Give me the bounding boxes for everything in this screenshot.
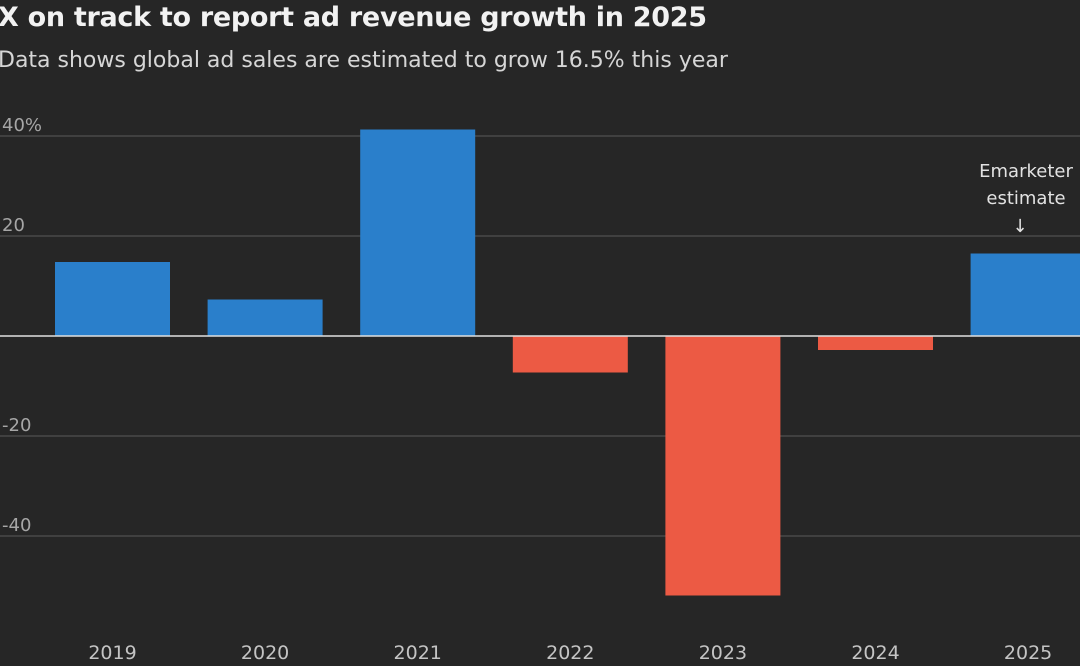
bar-2025 [970, 253, 1080, 336]
y-tick-label: -40 [2, 515, 31, 536]
y-tick-label: -20 [2, 415, 31, 436]
bar-2022 [512, 336, 628, 373]
y-tick-label: 40% [2, 115, 42, 136]
bar-2021 [360, 129, 476, 336]
annotation: Emarketer estimate ↓ [979, 161, 1073, 237]
x-tick-label-2019: 2019 [88, 642, 136, 664]
x-tick-label-2024: 2024 [851, 642, 899, 664]
bar-2023 [665, 336, 781, 596]
x-tick-label-2020: 2020 [241, 642, 289, 664]
chart-title: X on track to report ad revenue growth i… [0, 2, 707, 33]
bars [55, 129, 1080, 596]
x-tick-label-2025: 2025 [1004, 642, 1052, 664]
chart-subtitle: Data shows global ad sales are estimated… [0, 48, 728, 73]
annotation-line1: Emarketer [979, 161, 1073, 182]
x-tick-label-2022: 2022 [546, 642, 594, 664]
x-tick-label-2023: 2023 [699, 642, 747, 664]
bar-2019 [55, 262, 170, 336]
axes: 40% 20 -20 -40 2019 2020 2021 2022 2023 2024 2025 [0, 115, 1080, 664]
annotation-arrow-icon: ↓ [1012, 216, 1027, 237]
gridlines [0, 135, 1080, 537]
bar-2020 [207, 299, 323, 336]
annotation-line2: estimate [986, 188, 1065, 209]
bar-2024 [818, 336, 933, 350]
y-tick-label: 20 [2, 215, 25, 236]
x-tick-label-2021: 2021 [394, 642, 442, 664]
